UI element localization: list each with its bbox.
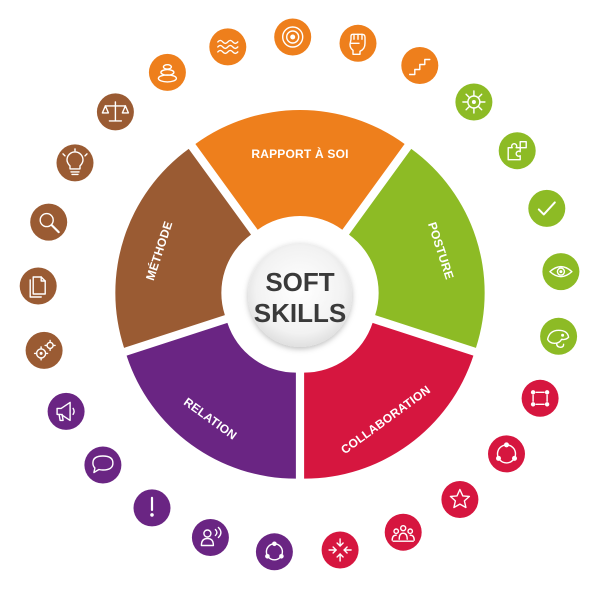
waves-icon: [209, 28, 247, 66]
fist-icon: [339, 24, 377, 62]
stairs-icon: [401, 47, 439, 84]
target-icon: [274, 18, 312, 56]
center-title-line2: SKILLS: [254, 298, 346, 328]
lightbulb-icon: [56, 144, 94, 182]
eye-icon: [542, 253, 580, 291]
gears-icon: [25, 331, 63, 369]
star-icon: [441, 481, 479, 518]
scales-icon: [96, 93, 134, 131]
magnifier-icon: [30, 203, 68, 241]
megaphone-icon: [47, 392, 85, 430]
label-rapport-a-soi: RAPPORT À SOI: [251, 146, 348, 161]
segment-posture: [348, 148, 485, 348]
segment-rapport-a-soi: [195, 109, 405, 230]
check-icon: [528, 189, 566, 227]
people-cycle-icon: [255, 533, 293, 571]
speech-bubble-icon: [84, 446, 122, 484]
documents-icon: [19, 267, 57, 305]
chameleon-icon: [540, 317, 578, 355]
center-title-line1: SOFT: [265, 267, 334, 297]
segment-collaboration: [304, 322, 474, 479]
segment-methode: [115, 148, 252, 348]
speaker-person-icon: [191, 519, 229, 556]
puzzle-icon: [498, 132, 536, 170]
team-circle-icon: [488, 435, 525, 473]
group-icon: [384, 513, 422, 551]
center-circle: SOFT SKILLS: [248, 243, 352, 347]
helm-icon: [455, 83, 493, 121]
segment-relation: [126, 322, 296, 479]
stones-icon: [148, 53, 186, 91]
exclamation-icon: [133, 489, 171, 527]
arrows-inward-icon: [321, 531, 359, 569]
network-icon: [521, 379, 559, 417]
